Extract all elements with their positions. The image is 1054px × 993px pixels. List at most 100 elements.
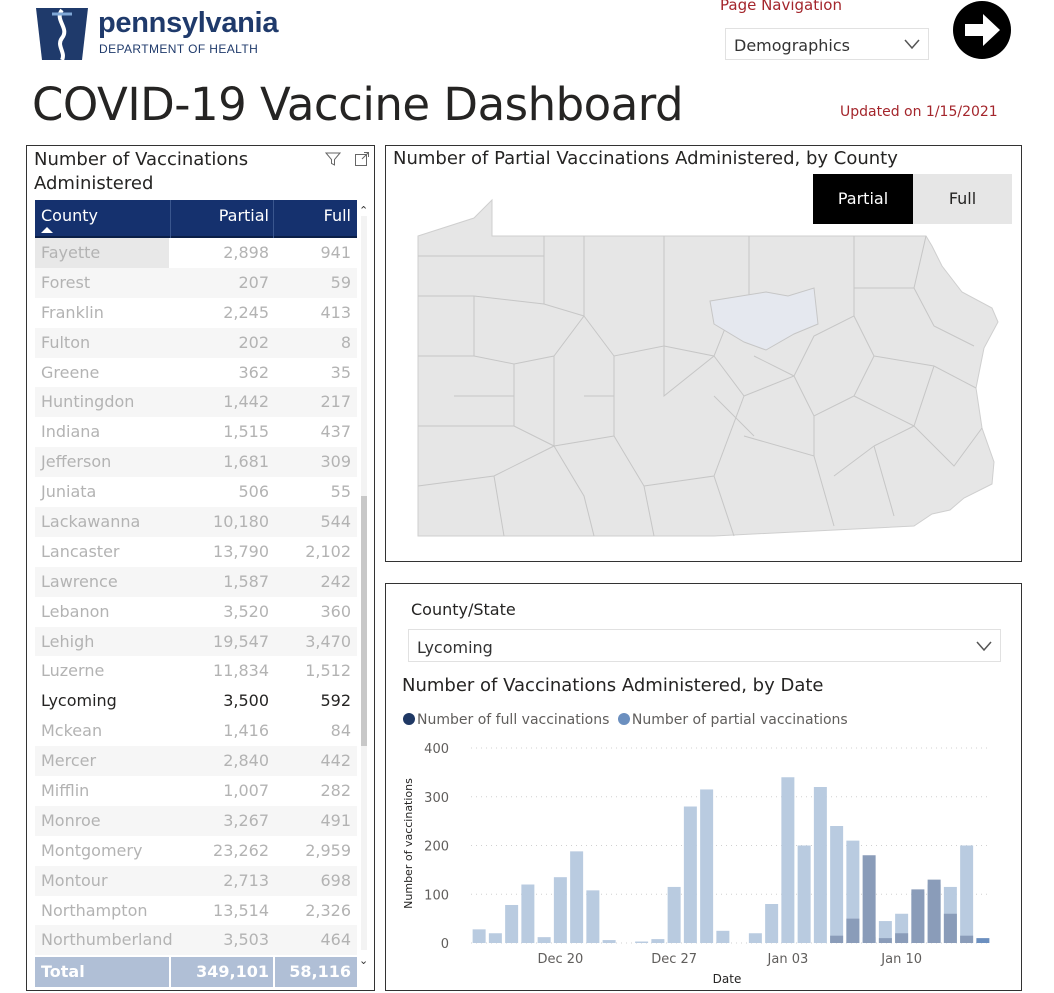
cell-partial: 1,416 [223,721,269,741]
table-row[interactable]: Huntingdon 1,442 217 [35,387,357,418]
table-scrollbar[interactable]: ⌃ ⌄ [359,204,369,967]
table-row[interactable]: Lebanon 3,520 360 [35,597,357,627]
table-row[interactable]: Franklin 2,245 413 [35,298,357,328]
county-state-dropdown[interactable]: Lycoming [408,629,1001,662]
table-row[interactable]: Northampton 13,514 2,326 [35,896,357,926]
cell-partial: 3,500 [223,691,269,711]
bar-partial [667,886,681,943]
bar-full [830,935,844,943]
table-row[interactable]: Lycoming 3,500 592 [35,686,357,717]
legend-label-partial: Number of partial vaccinations [631,712,848,728]
cell-partial: 23,262 [213,840,269,860]
page-nav-value: Demographics [734,36,850,55]
cell-partial: 1,587 [223,571,269,591]
column-header-county[interactable]: County [41,206,98,225]
cell-county: Northumberland [41,930,173,950]
table-row[interactable]: Juniata 506 55 [35,477,357,507]
focus-mode-icon[interactable] [354,151,370,167]
bar-full [927,879,941,943]
legend-item-partial[interactable]: Number of partial vaccinations [617,712,848,728]
column-header-full[interactable]: Full [323,206,351,225]
cell-full: 544 [320,512,351,532]
table-row[interactable]: Luzerne 11,834 1,512 [35,656,357,686]
cell-partial: 11,834 [213,661,269,681]
cell-county: Montour [41,870,108,890]
table-row[interactable]: Mckean 1,416 84 [35,716,357,746]
table-row[interactable]: Lehigh 19,547 3,470 [35,626,357,657]
vaccinations-table-panel: Number of Vaccinations Administered Coun… [26,145,375,991]
cell-full: 59 [330,272,351,292]
toggle-full-button[interactable]: Full [913,174,1012,224]
table-row[interactable]: Montgomery 23,262 2,959 [35,836,357,866]
bar-partial [878,921,892,943]
column-header-partial[interactable]: Partial [218,206,269,225]
county-map-panel: Number of Partial Vaccinations Administe… [385,145,1022,562]
bar-full [862,855,876,943]
table-row[interactable]: Indiana 1,515 437 [35,417,357,447]
arrow-right-circle-icon[interactable] [952,0,1012,60]
bar-partial [553,877,567,943]
cell-partial: 19,547 [213,631,269,651]
cell-full: 2,959 [305,840,351,860]
table-row[interactable]: Monroe 3,267 491 [35,805,357,836]
chart-title: Number of Vaccinations Administered, by … [402,675,824,696]
chevron-down-icon [904,39,920,50]
chart-legend: Number of full vaccinations Number of pa… [403,712,852,728]
vaccinations-by-date-panel: County/State Lycoming Number of Vaccinat… [385,583,1022,991]
pennsylvania-county-map[interactable] [414,196,1004,541]
table-row[interactable]: Fulton 202 8 [35,327,357,358]
table-row[interactable]: Northumberland 3,503 464 [35,925,357,956]
table-row[interactable]: Montour 2,713 698 [35,865,357,896]
cell-county: Lebanon [41,601,110,621]
cell-full: 941 [320,243,351,262]
y-axis-label: Number of vaccinations [402,778,415,909]
table-row[interactable]: Fayette 2,898 941 [35,238,357,268]
legend-item-full[interactable]: Number of full vaccinations [403,712,609,728]
total-full: 58,116 [289,962,351,981]
bar-partial [797,845,811,943]
table-row[interactable]: Forest 207 59 [35,267,357,298]
scrollbar-thumb[interactable] [361,496,367,746]
cell-partial: 3,520 [223,601,269,621]
cell-county: Greene [41,362,100,382]
updated-date: Updated on 1/15/2021 [840,104,998,120]
table-row[interactable]: Greene 362 35 [35,358,357,388]
cell-county: Indiana [41,422,101,442]
cell-county: Montgomery [41,840,143,860]
scroll-up-icon[interactable]: ⌃ [359,204,369,217]
table-row[interactable]: Mifflin 1,007 282 [35,776,357,806]
table-row[interactable]: Lawrence 1,587 242 [35,566,357,597]
bar-partial [537,937,551,943]
table-row[interactable]: Lackawanna 10,180 544 [35,507,357,537]
vaccinations-bar-chart[interactable]: 0 100 200 300 400 Dec 20 Dec 27 Jan 03 Jan 10 Dat… [386,734,1022,990]
table-row[interactable]: Jefferson 1,681 309 [35,447,357,478]
cell-full: 592 [320,691,351,711]
county-state-value: Lycoming [417,638,493,657]
cell-county: Northampton [41,900,148,920]
bar-full [960,935,974,943]
page-nav-dropdown[interactable]: Demographics [725,28,929,60]
cell-county: Lancaster [41,541,120,561]
bar-full [846,918,860,943]
bar-partial [765,904,779,943]
partial-full-toggle: Partial Full [813,174,1012,224]
cell-partial: 2,245 [223,302,269,322]
cell-full: 360 [320,601,351,621]
filter-icon[interactable] [325,151,341,167]
table-row[interactable]: Lancaster 13,790 2,102 [35,537,357,567]
cell-county: Lackawanna [41,512,141,532]
cell-county: Fayette [35,238,169,268]
cell-partial: 1,681 [223,452,269,472]
cell-full: 242 [320,571,351,591]
scroll-down-icon[interactable]: ⌄ [359,954,369,967]
bar-partial [700,789,714,943]
cell-partial: 13,514 [213,900,269,920]
y-tick-label: 400 [424,742,449,757]
chevron-down-icon [976,641,992,652]
cell-full: 437 [320,422,351,442]
cell-county: Huntingdon [41,392,135,412]
cell-full: 309 [320,452,351,472]
cell-partial: 362 [238,362,269,382]
table-row[interactable]: Mercer 2,840 442 [35,746,357,777]
toggle-partial-button[interactable]: Partial [813,174,913,224]
